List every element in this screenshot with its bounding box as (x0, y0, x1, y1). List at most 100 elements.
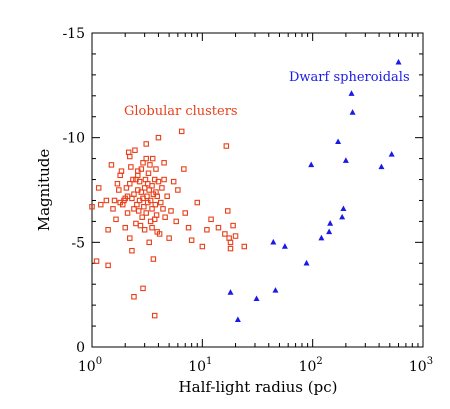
data-point (270, 238, 277, 245)
data-point (149, 183, 155, 189)
data-point (272, 287, 279, 293)
data-point (161, 176, 167, 183)
data-point (222, 231, 228, 237)
data-point (139, 214, 145, 220)
data-point (339, 213, 346, 220)
x-axis-title: Half-light radius (pc) (179, 378, 338, 396)
data-point (135, 208, 142, 214)
data-point (105, 227, 111, 233)
data-point (143, 155, 149, 162)
data-point (188, 237, 195, 243)
data-point (149, 224, 155, 231)
plot-frame (91, 32, 424, 348)
data-point (241, 243, 248, 250)
data-point (349, 109, 356, 115)
data-point (127, 180, 133, 187)
data-point (170, 178, 177, 185)
data-point (395, 58, 402, 65)
data-point (227, 239, 234, 246)
data-point (281, 243, 288, 249)
axis-ticks (91, 32, 423, 348)
data-point (147, 197, 154, 204)
x-tick-label: 100 (78, 356, 102, 375)
series-globular-clusters (89, 128, 248, 319)
data-point (253, 295, 260, 302)
data-point (140, 285, 146, 292)
data-point (111, 197, 118, 204)
y-tick-label: 0 (76, 340, 85, 356)
data-point (303, 259, 310, 266)
data-point (175, 187, 181, 193)
data-point (232, 233, 239, 239)
data-point (141, 227, 148, 233)
data-point (340, 205, 347, 212)
data-point (161, 160, 167, 166)
data-point (103, 197, 110, 204)
y-tick-label: -5 (71, 235, 85, 251)
data-point (141, 203, 147, 210)
data-point (138, 189, 145, 195)
data-point (155, 178, 162, 185)
data-point (145, 170, 152, 177)
data-point (234, 316, 241, 322)
data-point (147, 162, 153, 168)
data-point (160, 206, 166, 212)
data-point (223, 143, 230, 149)
data-point (97, 201, 104, 208)
data-point (149, 155, 156, 162)
data-point (199, 243, 206, 250)
data-point (164, 193, 170, 200)
data-point (326, 228, 333, 235)
data-point (230, 222, 236, 229)
data-point (130, 176, 136, 183)
data-point (158, 199, 164, 206)
data-point (108, 162, 115, 168)
data-point (168, 208, 174, 214)
data-point (133, 220, 139, 227)
y-tick-label: -10 (62, 131, 85, 147)
data-point (146, 187, 152, 193)
data-points (89, 58, 402, 322)
data-point (128, 164, 134, 170)
data-point (215, 224, 222, 231)
x-tick-label: 102 (299, 356, 323, 375)
data-point (114, 180, 121, 187)
data-point (194, 199, 201, 206)
data-point (153, 212, 160, 218)
data-point (131, 191, 137, 197)
data-point (127, 235, 133, 241)
data-point (93, 258, 100, 264)
annotation-dwarf-spheroidals: Dwarf spheroidals (289, 70, 410, 85)
data-point (151, 312, 158, 319)
data-point (227, 289, 234, 295)
data-point (131, 294, 137, 300)
data-point (150, 256, 157, 262)
data-point (225, 208, 231, 214)
annotation-globular-clusters: Globular clusters (124, 104, 238, 119)
data-point (146, 239, 152, 246)
data-point (113, 216, 119, 223)
data-point (143, 210, 149, 216)
data-point (378, 163, 385, 170)
data-point (181, 166, 187, 172)
data-point (124, 210, 131, 216)
data-point (135, 168, 141, 174)
data-point (137, 222, 144, 229)
x-tick-label: 101 (188, 356, 212, 375)
data-point (123, 185, 130, 191)
data-point (143, 141, 149, 147)
data-point (89, 203, 95, 210)
data-point (342, 157, 349, 163)
data-point (116, 187, 122, 193)
data-point (105, 262, 111, 269)
data-point (122, 224, 128, 231)
data-point (136, 178, 143, 185)
data-point (227, 245, 234, 252)
data-point (162, 214, 168, 220)
data-point (204, 227, 210, 233)
data-point (144, 193, 150, 200)
data-point (154, 193, 160, 200)
data-point (132, 147, 138, 153)
data-point (335, 138, 342, 145)
